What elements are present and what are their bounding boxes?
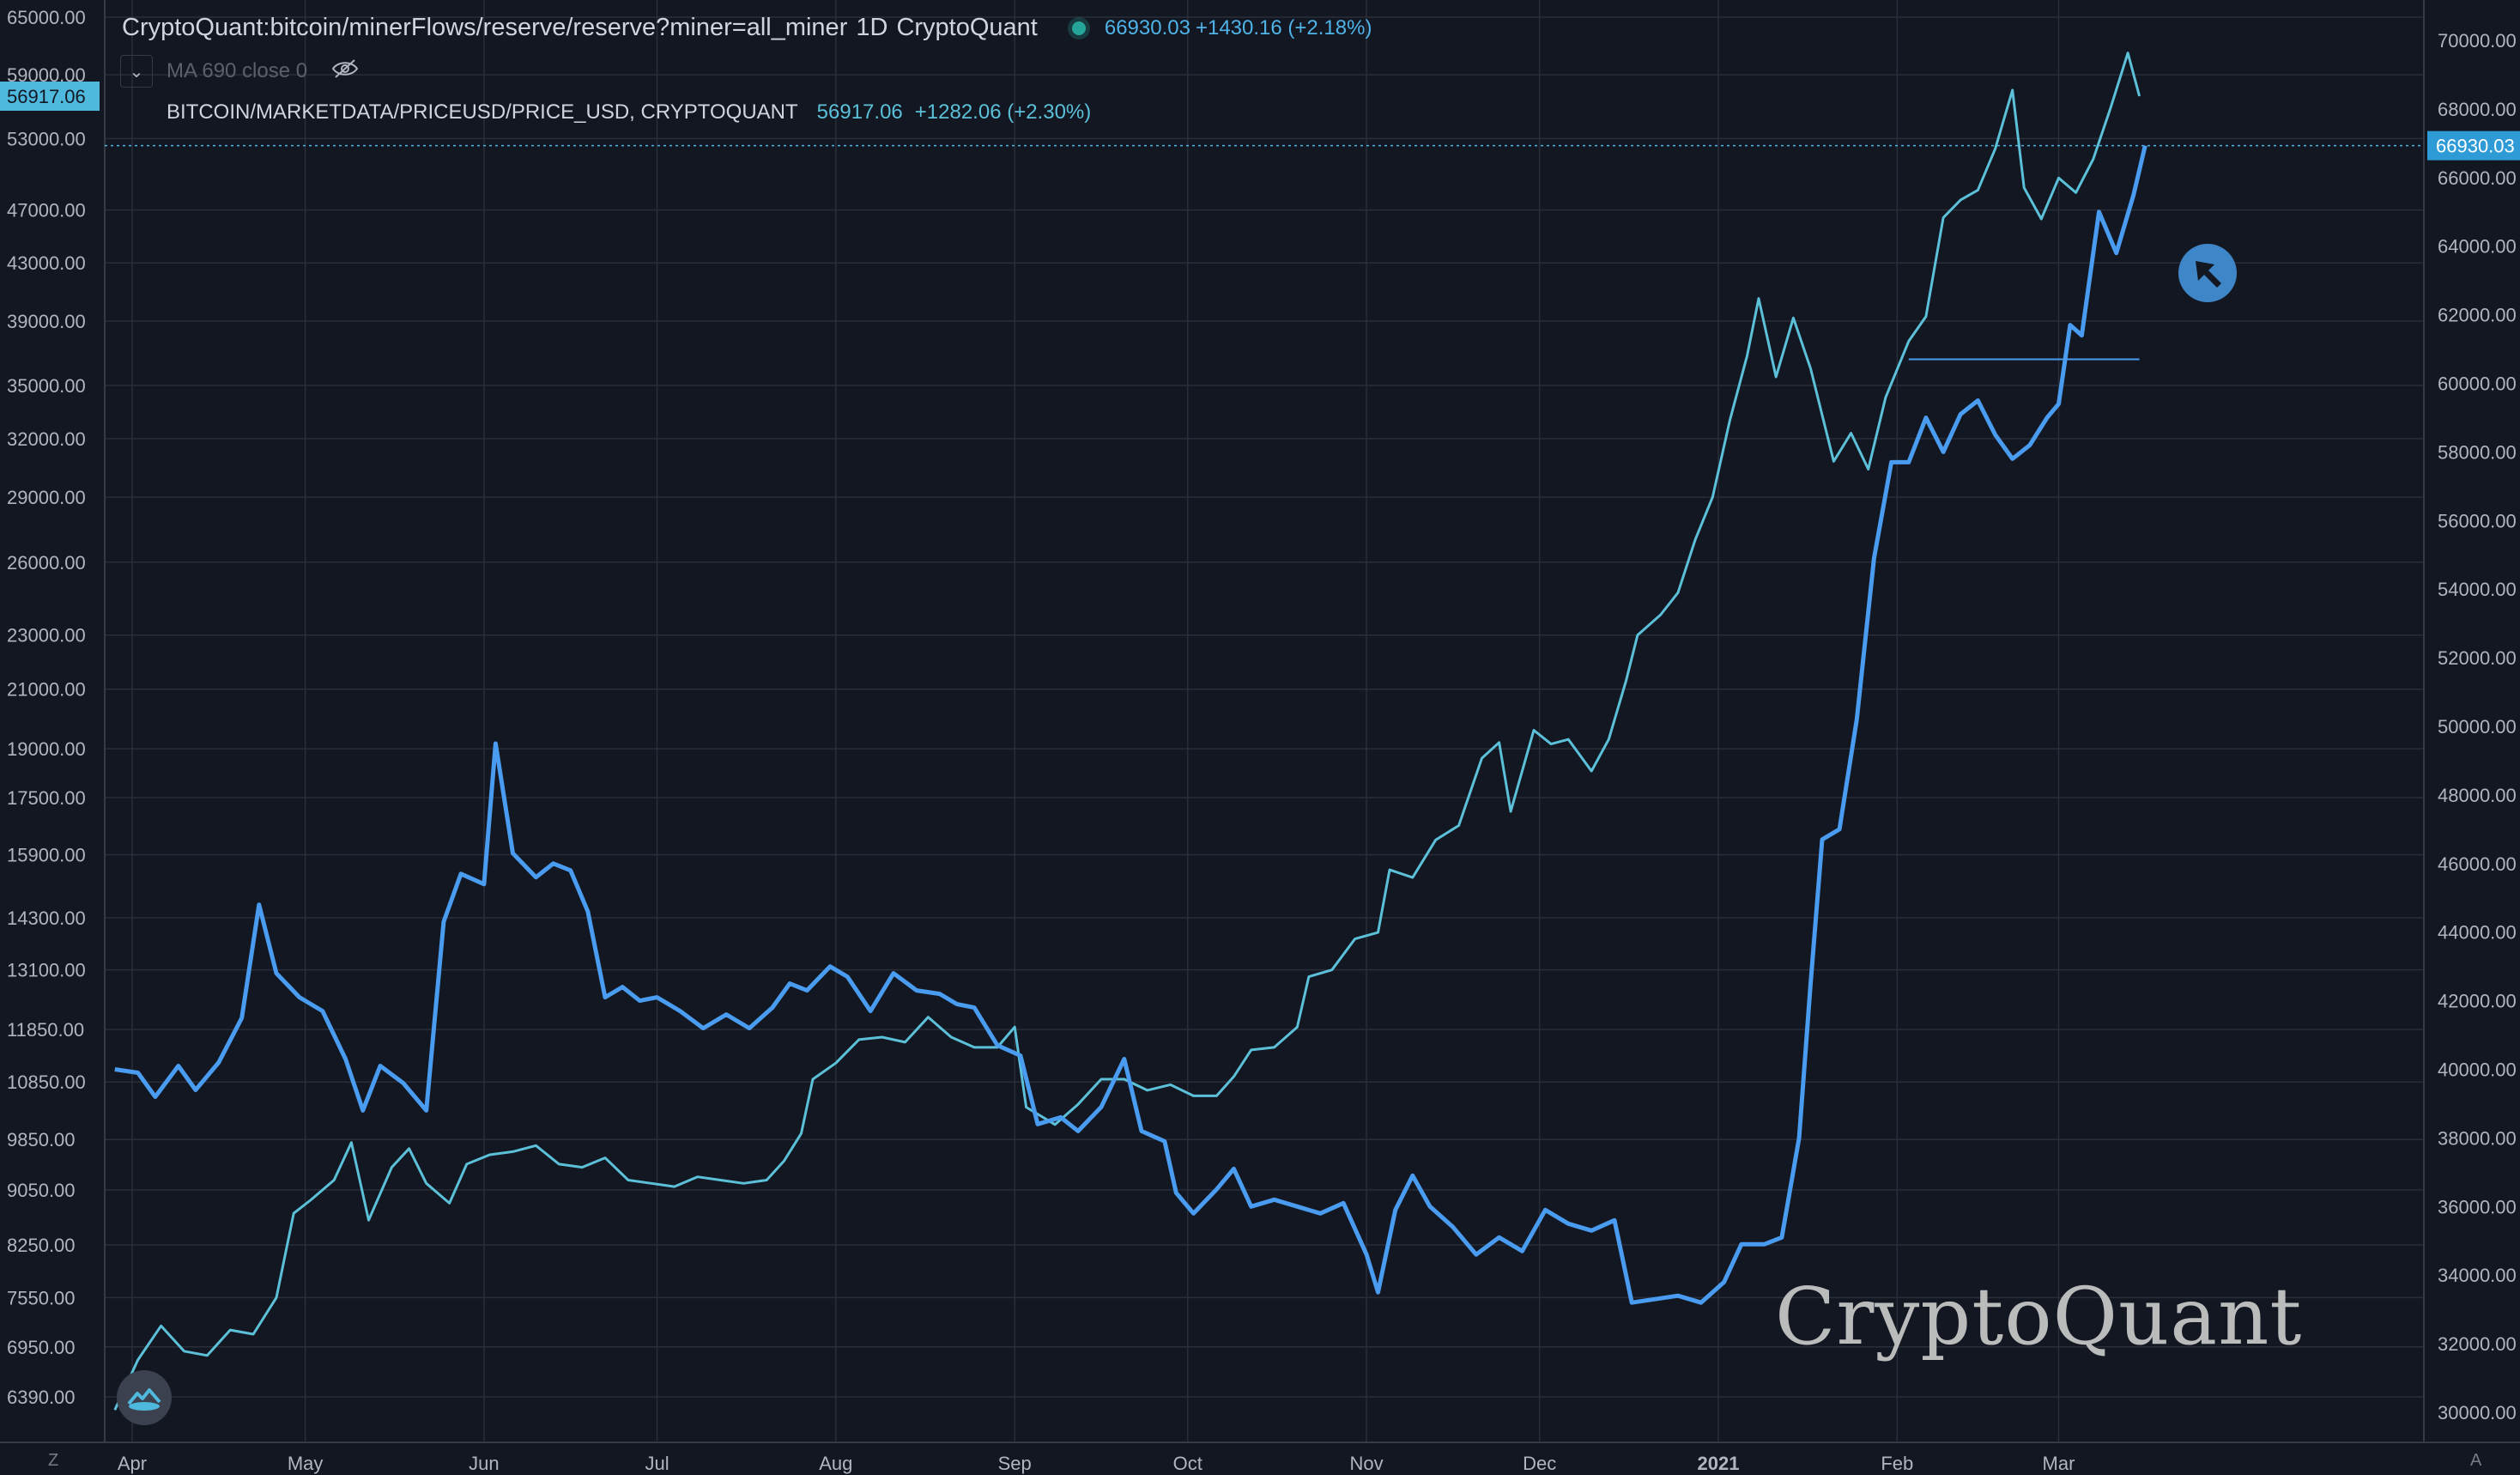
cryptoquant-logo-icon[interactable] [117,1370,172,1425]
x-axis-tick-label: Sep [998,1453,1032,1474]
right-axis-tick-label: 32000.00 [2438,1333,2517,1355]
left-axis-tick-label: 47000.00 [7,200,86,222]
right-axis-tick-label: 56000.00 [2438,510,2517,531]
left-axis-tick-label: 15900.00 [7,844,86,865]
source-label: CryptoQuant [896,14,1038,41]
auto-scale-button[interactable]: A [2470,1451,2482,1470]
left-axis-tick-label: 6390.00 [7,1387,76,1408]
right-axis-tick-label: 60000.00 [2438,373,2517,395]
left-axis-tick-label: 14300.00 [7,907,86,929]
x-axis-tick-label: Aug [819,1453,852,1474]
left-axis-tick-label: 10850.00 [7,1071,86,1093]
reserve-series-line [114,145,2147,1305]
main-series-change: +1430.16 (+2.18%) [1195,15,1372,39]
x-axis-tick-label: Mar [2043,1453,2075,1474]
left-axis-tick-label: 9050.00 [7,1180,76,1201]
right-axis-tick-label: 30000.00 [2438,1402,2517,1423]
x-axis-tick-label: Dec [1523,1453,1556,1474]
left-axis-tick-label: 13100.00 [7,960,86,981]
main-series-legend[interactable]: CryptoQuant:bitcoin/minerFlows/reserve/r… [122,14,1372,42]
ma-indicator-legend[interactable]: ⌄ MA 690 close 0 [120,55,359,88]
x-axis-tick-label: May [288,1453,324,1474]
main-series-value: 66930.03 [1104,15,1190,39]
chevron-down-icon: ⌄ [129,62,144,82]
left-axis-tick-label: 8250.00 [7,1235,76,1256]
right-axis-tick-label: 62000.00 [2438,305,2517,326]
price-series-value: 56917.06 [816,100,903,124]
price-series-change: +1282.06 (+2.30%) [914,100,1092,124]
left-axis-tick-label: 7550.00 [7,1287,76,1308]
left-axis-tick-label: 53000.00 [7,128,86,149]
right-axis-tick-label: 52000.00 [2438,647,2517,669]
right-axis-tick-label: 66000.00 [2438,167,2517,189]
left-axis-tick-label: 43000.00 [7,252,86,274]
price-series-line [113,52,2141,1411]
right-axis-tick-label: 36000.00 [2438,1196,2517,1217]
right-axis-tick-label: 38000.00 [2438,1127,2517,1149]
x-axis-tick-label: Oct [1173,1453,1202,1474]
right-current-value-badge [2427,131,2520,161]
left-current-value-label: 56917.06 [7,86,86,107]
left-axis-tick-label: 9850.00 [7,1129,76,1150]
x-axis-tick-label: Feb [1881,1453,1913,1474]
status-dot-icon [1071,21,1086,35]
left-axis-tick-label: 21000.00 [7,679,86,701]
collapse-legend-button[interactable]: ⌄ [120,55,153,88]
left-axis-tick-label: 19000.00 [7,738,86,760]
right-axis-tick-label: 42000.00 [2438,991,2517,1012]
left-axis-tick-label: 26000.00 [7,552,86,574]
left-axis-tick-label: 6950.00 [7,1337,76,1358]
x-axis-tick-label: Apr [118,1453,147,1474]
ma-indicator-label: MA 690 close 0 [167,59,308,82]
right-axis-tick-label: 54000.00 [2438,579,2517,600]
right-axis-tick-label: 58000.00 [2438,441,2517,463]
right-current-value-label: 66930.03 [2436,136,2515,157]
right-axis-tick-label: 44000.00 [2438,922,2517,944]
right-axis-tick-label: 34000.00 [2438,1265,2517,1286]
left-axis-tick-label: 17500.00 [7,787,86,809]
right-axis-tick-label: 46000.00 [2438,853,2517,875]
right-axis-tick-label: 68000.00 [2438,99,2517,120]
x-axis-tick-label: 2021 [1698,1453,1740,1474]
arrow-pointer-icon [2196,261,2221,288]
left-axis-tick-label: 23000.00 [7,625,86,646]
interval-label: 1D [856,14,888,41]
x-axis-tick-label: Jul [645,1453,669,1474]
main-series-title: CryptoQuant:bitcoin/minerFlows/reserve/r… [122,14,848,41]
right-axis-tick-label: 64000.00 [2438,236,2517,258]
right-axis-tick-label: 48000.00 [2438,785,2517,806]
right-axis-tick-label: 40000.00 [2438,1059,2517,1081]
price-series-legend[interactable]: BITCOIN/MARKETDATA/PRICEUSD/PRICE_USD, C… [167,100,1091,124]
left-axis-tick-label: 65000.00 [7,7,86,28]
right-axis-tick-label: 50000.00 [2438,716,2517,738]
watermark: CryptoQuant [1775,1271,2303,1363]
left-axis-tick-label: 35000.00 [7,375,86,397]
left-axis-tick-label: 39000.00 [7,311,86,332]
price-series-title: BITCOIN/MARKETDATA/PRICEUSD/PRICE_USD, C… [167,100,798,124]
hidden-eye-icon[interactable] [331,58,359,85]
right-axis-tick-label: 70000.00 [2438,30,2517,52]
left-axis-tick-label: 11850.00 [7,1019,84,1041]
zoom-toggle-button[interactable]: Z [48,1451,59,1470]
left-axis-tick-label: 29000.00 [7,487,86,508]
x-axis-tick-label: Jun [469,1453,499,1474]
left-axis-tick-label: 32000.00 [7,428,86,450]
x-axis-tick-label: Nov [1350,1453,1384,1474]
left-current-value-badge [0,81,100,111]
